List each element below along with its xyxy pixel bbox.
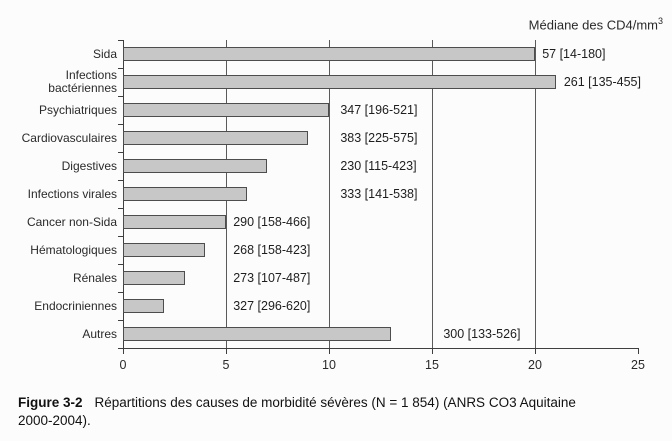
figure-caption-line2: 2000-2004). [18,412,91,428]
category-label: Cardiovasculaires [21,130,117,145]
bar-value-label: 268 [158-423] [233,243,311,257]
category-label: Cancer non-Sida [26,214,117,229]
y-axis-tick [118,264,123,265]
figure-caption: Figure 3-2 Répartitions des causes de mor… [18,394,666,429]
y-axis-tick [118,96,123,97]
chart-annotation-title-superscript: 3 [657,16,663,26]
x-axis-tick [329,348,330,354]
grid-line [432,40,433,348]
y-axis-tick [118,180,123,181]
bar-value-label: 290 [158-466] [233,215,311,229]
chart-annotation-title: Médiane des CD4/mm3 [529,16,663,32]
y-axis-tick [118,208,123,209]
category-label: Autres [82,326,117,341]
x-axis [123,348,639,349]
category-label: Digestives [61,158,117,173]
y-axis-tick [118,124,123,125]
y-axis-tick [118,348,123,349]
y-axis-tick [118,292,123,293]
x-axis-tick [123,348,124,354]
bar [123,187,247,201]
category-label: Sida [92,46,117,61]
x-axis-tick [226,348,227,354]
bar [123,131,309,145]
bar [123,299,165,313]
category-label: Hématologiques [30,242,117,257]
bar [123,47,535,61]
y-axis-tick [118,236,123,237]
bar-value-label: 383 [225-575] [340,131,418,145]
x-tick-label: 10 [322,358,336,372]
bar-value-label: 327 [296-620] [233,299,311,313]
grid-line [535,40,536,348]
grid-line [329,40,330,348]
category-label: Infections virales [27,186,117,201]
x-axis-tick [535,348,536,354]
x-axis-tick [432,348,433,354]
bar [123,215,226,229]
figure-caption-line1: Répartitions des causes de morbidité sév… [94,395,576,410]
bar [123,75,556,89]
bar [123,159,268,173]
bar-value-label: 300 [133-526] [443,327,521,341]
bar-value-label: 261 [135-455] [563,75,641,89]
bar-value-label: 333 [141-538] [340,187,418,201]
bar-value-label: 347 [196-521] [340,103,418,117]
bar-value-label: 57 [14-180] [542,47,606,61]
x-tick-label: 5 [222,358,230,372]
y-axis-tick [118,40,123,41]
bar-value-label: 230 [115-423] [340,159,417,173]
y-axis-tick [118,68,123,69]
bar-value-label: 273 [107-487] [233,271,311,285]
bar [123,243,206,257]
y-axis-tick [118,152,123,153]
x-axis-tick [638,348,639,354]
category-label: Rénales [72,270,117,285]
x-tick-label: 20 [528,358,542,372]
category-label: Infections bactériennes [48,68,117,95]
category-label: Endocriniennes [34,298,117,313]
x-tick-label: 25 [631,358,645,372]
x-tick-label: 0 [119,358,127,372]
bar [123,271,185,285]
category-label: Psychiatriques [38,102,117,117]
x-tick-label: 15 [425,358,439,372]
bar [123,327,391,341]
figure-number: Figure 3-2 [18,395,83,410]
y-axis-tick [118,320,123,321]
bar [123,103,329,117]
chart-annotation-title-text: Médiane des CD4/mm [528,17,658,33]
